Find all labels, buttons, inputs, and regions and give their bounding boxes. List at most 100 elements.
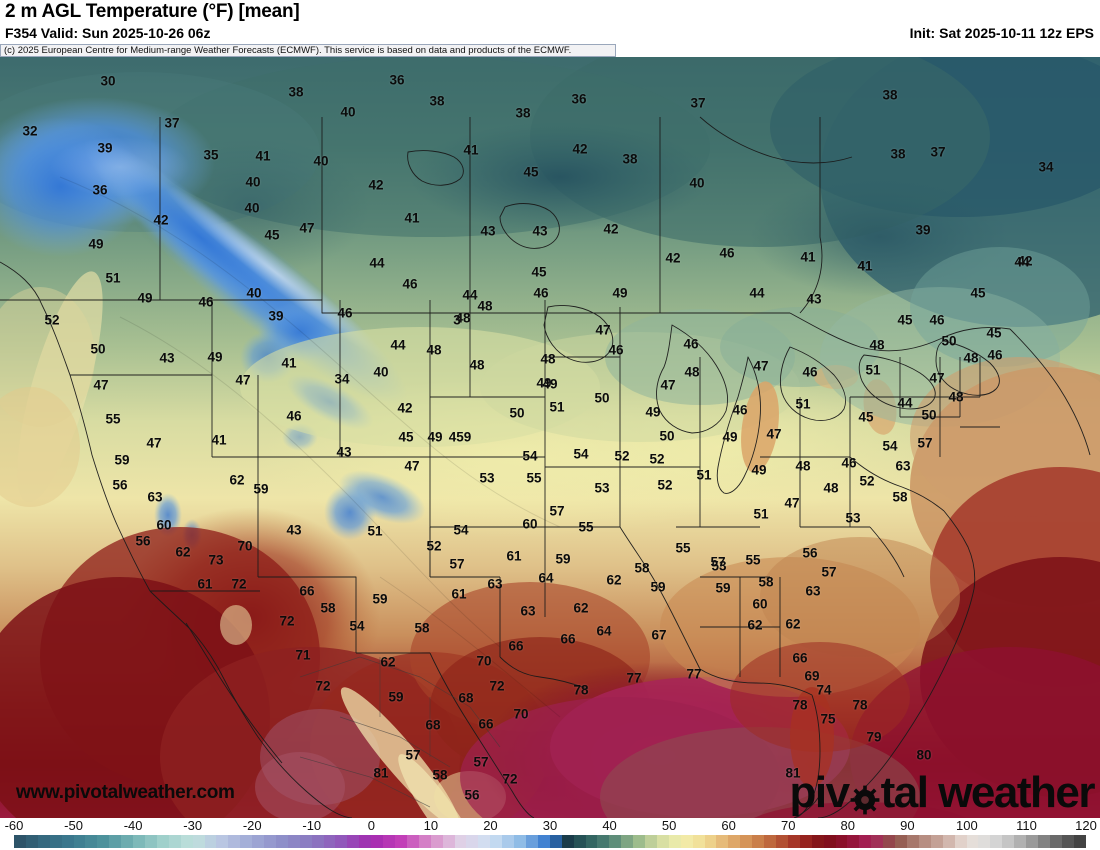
colorbar-swatch [1014,835,1027,848]
colorbar-tick: 120 [1075,818,1097,833]
colorbar-swatch [954,835,967,848]
colorbar-tick: 10 [423,818,439,833]
colorbar-swatch [668,835,681,848]
colorbar-swatch [585,835,598,848]
colorbar-swatch [942,835,955,848]
colorbar-swatch [1061,835,1074,848]
colorbar-tick: 50 [661,818,677,833]
colorbar-swatch [85,835,98,848]
colorbar-gradient [14,835,1086,848]
colorbar-swatch [323,835,336,848]
colorbar-swatch [502,835,515,848]
colorbar[interactable]: -60 -50 -40 -30 -20 -10 0 10 20 30 40 50 60 70 80 90 100… [0,818,1100,850]
colorbar-swatch [633,835,646,848]
temperature-map[interactable]: 30 32 37 39 35 41 36 40 40 42 45 47 49 51 49 46 40 52 39 46… [0,57,1100,818]
colorbar-swatch [835,835,848,848]
colorbar-swatch [335,835,348,848]
colorbar-swatch [252,835,265,848]
colorbar-tick: 60 [721,818,736,833]
colorbar-swatch [347,835,360,848]
logo-text-post: tal weather [880,768,1096,817]
colorbar-tick: 20 [483,818,498,833]
colorbar-swatch [25,835,38,848]
colorbar-swatch [264,835,276,848]
colorbar-swatch [168,835,181,848]
colorbar-swatch [1073,835,1086,848]
colorbar-swatch [906,835,919,848]
colorbar-swatch [1037,835,1050,848]
colorbar-swatch [966,835,979,848]
colorbar-tick: 0 [367,818,375,833]
pivotal-weather-logo: piv [790,768,1096,817]
colorbar-swatch [204,835,217,848]
colorbar-swatch [49,835,62,848]
colorbar-swatch [228,835,241,848]
colorbar-swatch [799,835,812,848]
colorbar-swatch [180,835,193,848]
header: 2 m AGL Temperature (°F) [mean] F354 Val… [0,0,1100,44]
valid-time-label: F354 Valid: Sun 2025-10-26 06z [5,25,211,41]
colorbar-tick: 40 [602,818,617,833]
colorbar-tick: -60 [4,818,24,833]
init-time-label: Init: Sat 2025-10-11 12z EPS [909,25,1094,41]
colorbar-swatch [764,835,776,848]
colorbar-tick: 100 [956,818,978,833]
copyright-notice: (c) 2025 European Centre for Medium-rang… [0,44,616,57]
colorbar-swatch [645,835,657,848]
colorbar-swatch [692,835,705,848]
colorbar-swatch [776,835,788,848]
gear-o-icon [850,778,880,815]
colorbar-swatch [454,835,467,848]
colorbar-tick: 30 [542,818,558,833]
colorbar-swatch [383,835,395,848]
colorbar-tick: 110 [1016,818,1037,833]
colorbar-swatch [156,835,169,848]
colorbar-swatch [287,835,300,848]
colorbar-swatch [621,835,634,848]
colorbar-swatch [823,835,836,848]
colorbar-swatch [704,835,717,848]
colorbar-swatch [97,835,110,848]
colorbar-swatch [121,835,134,848]
colorbar-swatch [680,835,693,848]
colorbar-swatch [895,835,907,848]
colorbar-tick: 90 [900,818,915,833]
colorbar-tick: -10 [302,818,322,833]
colorbar-swatch [787,835,800,848]
colorbar-swatch [573,835,586,848]
colorbar-swatch [406,835,419,848]
colorbar-tick: 70 [780,818,796,833]
colorbar-swatch [466,835,479,848]
page-title-text: 2 m AGL Temperature (°F) [mean] [5,1,300,22]
colorbar-swatch [418,835,431,848]
colorbar-swatch [740,835,753,848]
colorbar-swatch [811,835,824,848]
colorbar-swatch [478,835,491,848]
colorbar-tick: -50 [64,818,83,833]
map-raster [0,57,1100,818]
colorbar-swatch [656,835,669,848]
colorbar-tick-labels: -60 -50 -40 -30 -20 -10 0 10 20 30 40 50 60 70 80 90 100… [0,818,1100,834]
colorbar-swatch [752,835,765,848]
colorbar-swatch [311,835,324,848]
colorbar-swatch [525,835,538,848]
colorbar-tick: -20 [242,818,262,833]
colorbar-swatch [930,835,943,848]
colorbar-swatch [192,835,205,848]
colorbar-swatch [430,835,443,848]
colorbar-swatch [716,835,729,848]
colorbar-swatch [37,835,50,848]
colorbar-swatch [144,835,157,848]
colorbar-swatch [1026,835,1038,848]
colorbar-swatch [847,835,860,848]
colorbar-swatch [549,835,562,848]
colorbar-swatch [359,835,372,848]
colorbar-swatch [859,835,872,848]
colorbar-swatch [73,835,86,848]
colorbar-swatch [728,835,741,848]
colorbar-swatch [109,835,122,848]
colorbar-swatch [299,835,312,848]
colorbar-tick: -30 [183,818,203,833]
colorbar-swatch [537,835,550,848]
colorbar-swatch [561,835,574,848]
